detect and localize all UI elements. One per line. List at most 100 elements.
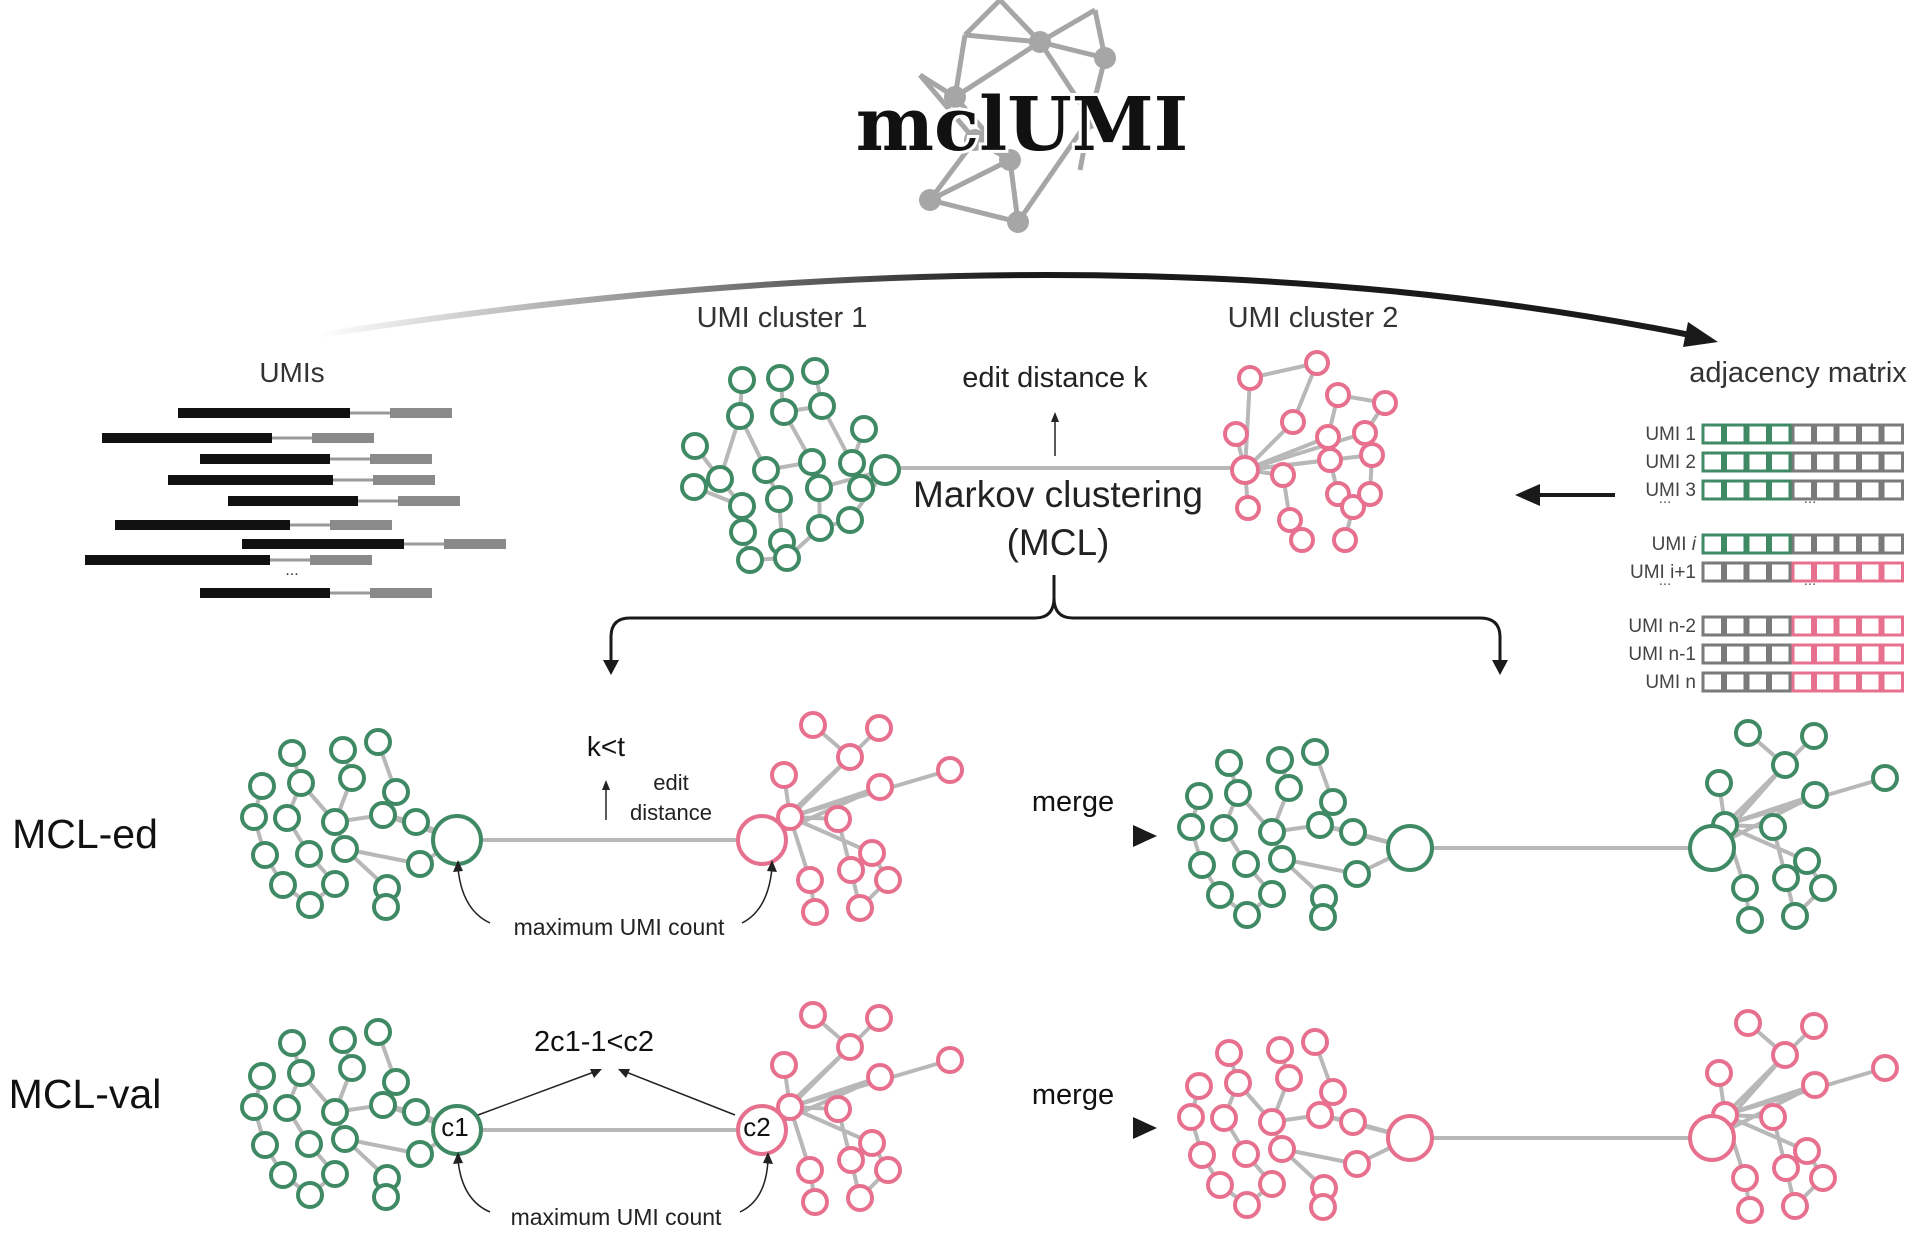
top-cluster1-node [706,465,734,493]
merged-left-cluster-node [1266,746,1294,774]
matrix-row-label: UMI n [1645,672,1696,693]
val-max-count-arrow-left [457,1159,491,1213]
matrix-cell [1701,643,1724,665]
top-cluster1-node [726,402,754,430]
matrix-cell [1724,479,1747,501]
matrix-cell [1791,561,1814,583]
top-cluster1-node [838,449,866,477]
logo-edge [918,73,977,142]
mcl-label-line2: (MCL) [1007,522,1110,563]
matrix-cell [1701,615,1724,637]
matrix-cell [1881,615,1904,637]
merged-left-cluster-node [1215,749,1243,777]
left-cluster-node [273,1094,301,1122]
merged-right-cluster-node [1809,1164,1837,1192]
merged-left-cluster-node [1185,1072,1213,1100]
merged-left-cluster-hub-node [1386,1114,1434,1162]
left-cluster-node [251,841,279,869]
merged-right-cluster-hub-node [1688,824,1736,872]
merged-right-cluster-node [1781,1192,1809,1220]
merged-right-cluster-node [1759,813,1787,841]
matrix-cell [1836,615,1859,637]
read-black-segment [168,475,333,485]
top-cluster2-hub-node [1230,455,1260,485]
logo-edge [953,39,1042,100]
merged-right-cluster-edge [1724,1113,1808,1153]
merged-right-cluster-node [1771,1041,1799,1069]
top-cluster1-node [805,474,833,502]
formula-arrow-from-c2 [625,1071,736,1116]
cluster1-label: UMI cluster 1 [697,302,868,334]
matrix-cell [1724,451,1747,473]
left-cluster-node [406,1140,434,1168]
right-cluster-hub-node [736,1104,788,1156]
matrix-cell [1859,671,1882,693]
logo-edge [928,138,977,202]
merged-left-cluster-node [1343,1150,1371,1178]
read-black-segment [200,588,330,598]
matrix-cell [1836,533,1859,555]
merged-left-cluster-node [1258,880,1286,908]
left-cluster-node [382,1068,410,1096]
right-cluster-node [776,1093,804,1121]
merged-left-cluster-node [1210,814,1238,842]
matrix-cell [1836,671,1859,693]
top-cluster2-node [1280,409,1306,435]
right-cluster-node [801,1188,829,1216]
matrix-cell [1814,533,1837,555]
mcl-val-row [240,1001,1899,1224]
top-cluster1-node [766,364,794,392]
matrix-cell [1724,615,1747,637]
left-cluster-node [321,1098,349,1126]
matrix-cell [1836,479,1859,501]
top-cluster1-node [728,492,756,520]
adjacency-matrix: UMI 1 UMI 2 UMI 3... ... UMI i UMI i+1... ... U… [1628,423,1904,693]
top-cluster2-node [1237,365,1263,391]
logo-edge [929,197,1019,225]
merged-left-cluster-node [1319,1078,1347,1106]
matrix-cell [1859,615,1882,637]
cluster2-label: UMI cluster 2 [1228,302,1399,334]
logo-node [1007,211,1029,233]
read-black-segment [200,454,330,464]
left-cluster-node [321,870,349,898]
read-gray-segment [330,520,392,530]
umi-reads [85,408,506,598]
matrix-cell [1881,451,1904,473]
left-cluster-node [269,871,297,899]
split-arrowhead-right [1492,660,1508,675]
merged-left-cluster-node [1188,851,1216,879]
left-cluster-node [329,736,357,764]
matrix-cell [1746,561,1769,583]
left-cluster-node [278,1029,306,1057]
edit-distance-k-label: edit distance k [962,362,1148,394]
matrix-cell [1769,643,1792,665]
matrix-cell [1701,561,1724,583]
merged-right-cluster-node [1705,769,1733,797]
merged-left-cluster-node [1215,1039,1243,1067]
top-cluster1-node [836,506,864,534]
right-cluster-node [858,1129,886,1157]
left-cluster-node [287,1059,315,1087]
ed-max-count-arrowhead-left [453,860,463,872]
read-black-segment [242,539,404,549]
matrix-cell [1769,561,1792,583]
read-gray-segment [310,555,372,565]
matrix-cell [1836,451,1859,473]
left-cluster-node [369,1091,397,1119]
read-gray-segment [398,496,460,506]
logo-edge [953,95,1012,162]
adjacency-matrix-label: adjacency matrix [1689,357,1907,389]
ed-max-count-arrowhead-right [767,860,777,872]
top-cluster2-node [1372,390,1398,416]
matrix-row-label: UMI i+1 [1630,562,1696,583]
top-cluster1-node [770,398,798,426]
matrix-cell [1881,533,1904,555]
matrix-ellipsis: ... [1804,572,1817,589]
read-gray-segment [312,433,374,443]
ed-merge-label: merge [1032,786,1114,818]
logo-node [919,189,941,211]
merged-right-cluster-node [1801,781,1829,809]
top-cluster2-node [1352,420,1378,446]
merged-right-cluster-node [1736,1196,1764,1224]
